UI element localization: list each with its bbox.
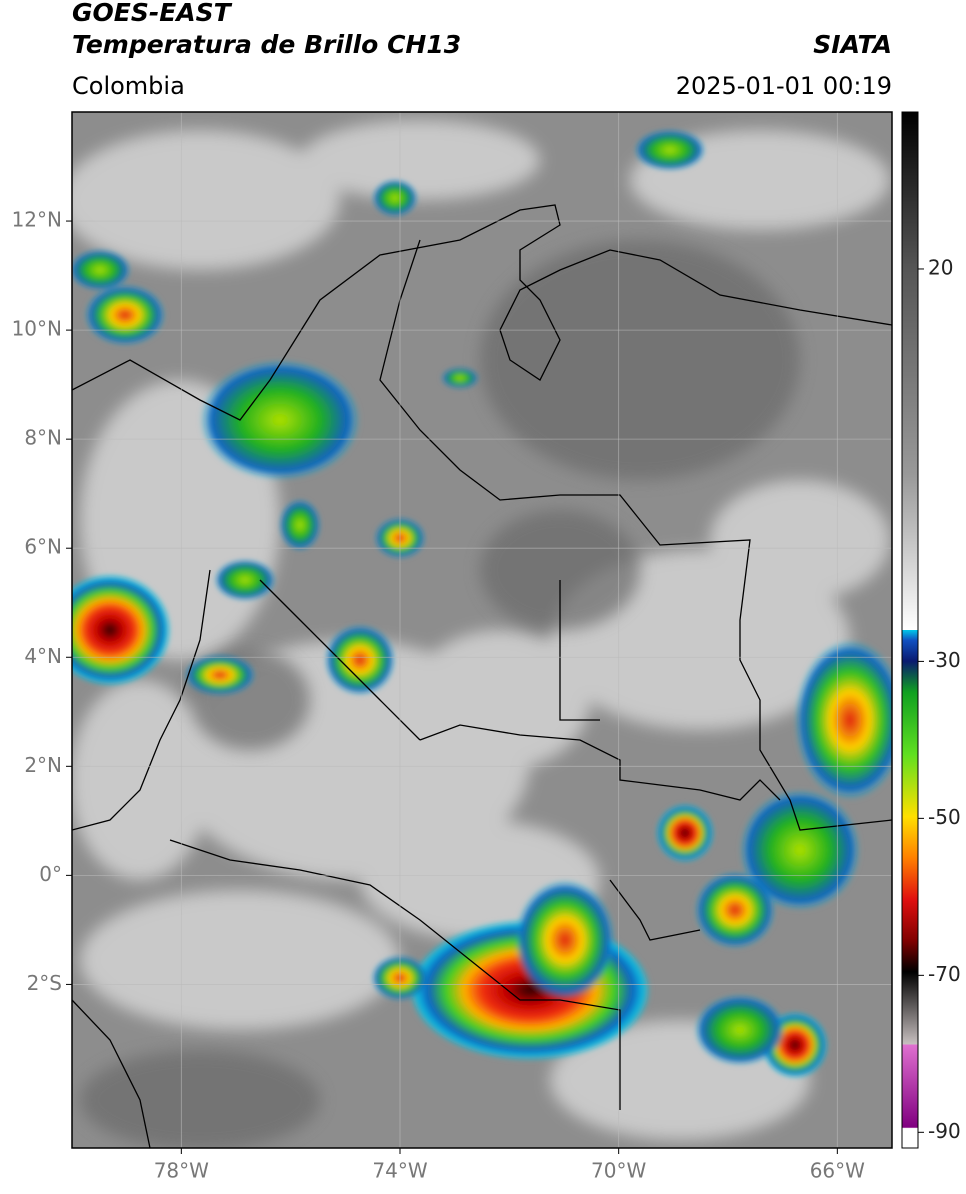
subtitle: Temperatura de Brillo CH13	[72, 30, 461, 59]
borders	[72, 204, 892, 1148]
title: GOES-EAST	[72, 0, 233, 27]
colorbar-tick-label: -90	[928, 1119, 961, 1143]
colorbar-tick-label: 20	[928, 255, 953, 279]
colorbar-tick-label: -30	[928, 648, 961, 672]
x-tick-label: 74°W	[372, 1159, 427, 1183]
y-tick-label: 8°N	[24, 426, 62, 450]
y-tick-label: 4°N	[24, 644, 62, 668]
timestamp: 2025-01-01 00:19	[676, 72, 892, 100]
colorbar-tick-label: -50	[928, 805, 961, 829]
y-tick-label: 12°N	[12, 208, 62, 232]
y-tick-label: 2°N	[24, 753, 62, 777]
region: Colombia	[72, 72, 185, 100]
y-tick-label: 6°N	[24, 535, 62, 559]
satellite-image	[72, 112, 892, 1148]
x-tick-label: 78°W	[154, 1159, 209, 1183]
y-tick-label: 10°N	[12, 317, 62, 341]
source: SIATA	[813, 30, 892, 59]
y-tick-label: 2°S	[27, 971, 62, 995]
x-tick-label: 66°W	[810, 1159, 865, 1183]
y-tick-label: 0°	[39, 862, 62, 886]
x-tick-label: 70°W	[591, 1159, 646, 1183]
map-frame	[71, 111, 893, 1149]
colorbar	[901, 111, 919, 1149]
colorbar-tick-label: -70	[928, 962, 961, 986]
